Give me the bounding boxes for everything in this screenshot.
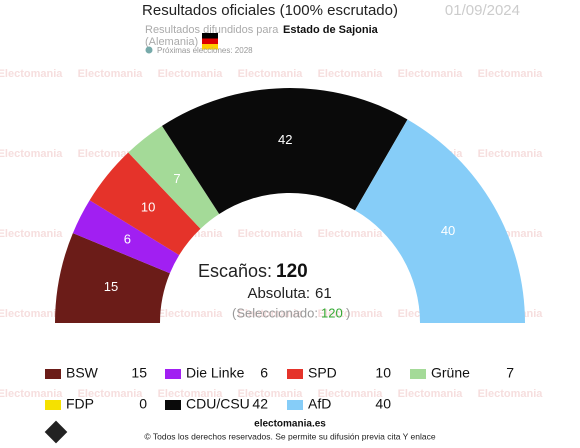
watermark: Electomania bbox=[238, 228, 304, 240]
watermark: Electomania bbox=[0, 68, 63, 80]
majority-label: Absoluta: bbox=[247, 285, 310, 302]
legend-icon bbox=[287, 369, 303, 379]
watermark: Electomania bbox=[238, 388, 304, 400]
selected: 120 bbox=[321, 305, 343, 320]
legend-value: 40 bbox=[375, 396, 391, 412]
seat-label: 15 bbox=[104, 279, 118, 294]
watermark: Electomania bbox=[158, 388, 224, 400]
watermark: Electomania bbox=[478, 148, 544, 160]
legend-icon bbox=[45, 369, 61, 379]
seat-segment bbox=[72, 200, 180, 274]
country: (Alemania) bbox=[145, 36, 198, 48]
legend-icon bbox=[287, 400, 303, 410]
legend-value: 7 bbox=[506, 365, 514, 381]
watermark: Electomania bbox=[78, 68, 144, 80]
watermark: Electomania bbox=[318, 68, 384, 80]
legend-name: SPD bbox=[308, 365, 337, 381]
legend-name: BSW bbox=[66, 365, 99, 381]
watermark: Electomania bbox=[318, 228, 384, 240]
seat-label: 42 bbox=[278, 132, 292, 147]
seat-segment bbox=[355, 119, 525, 323]
watermark: Electomania bbox=[0, 228, 63, 240]
legend-icon bbox=[165, 400, 181, 410]
flag bbox=[202, 33, 218, 50]
seat-label: 7 bbox=[173, 171, 180, 186]
next-election: Próximas elecciones: 2028 bbox=[157, 46, 253, 55]
legend-value: 10 bbox=[375, 365, 391, 381]
site: electomania.es bbox=[254, 419, 326, 430]
watermark: Electomania bbox=[78, 388, 144, 400]
legend-value: 0 bbox=[139, 396, 147, 412]
selected-close: ) bbox=[346, 305, 350, 320]
seat-label: 6 bbox=[124, 232, 131, 247]
watermark: Electomania bbox=[158, 308, 224, 320]
legend: BSW 15 Die Linke 6 SPD 10 Grüne 7 FDP 0 CDU/CSU 42 A… bbox=[45, 365, 514, 412]
watermark: Electomania bbox=[0, 308, 63, 320]
legend-icon bbox=[410, 369, 426, 379]
legend-name: Die Linke bbox=[186, 365, 245, 381]
legend-name: AfD bbox=[308, 396, 331, 412]
watermark: Electomania bbox=[478, 388, 544, 400]
arc: 15 6 10 7 42 40 bbox=[55, 87, 525, 323]
watermark: Electomania bbox=[478, 68, 544, 80]
watermark: Electomania bbox=[318, 308, 384, 320]
legend-icon bbox=[45, 400, 61, 410]
watermark: Electomania bbox=[0, 148, 63, 160]
watermark: Electomania bbox=[158, 68, 224, 80]
watermark: Electomania bbox=[0, 388, 63, 400]
legend-value: 42 bbox=[252, 396, 268, 412]
legend-name: FDP bbox=[66, 396, 94, 412]
date: 01/09/2024 bbox=[445, 2, 520, 19]
seats-label: Escaños: bbox=[198, 261, 272, 281]
seat-segment bbox=[162, 87, 408, 214]
seats-total: 120 bbox=[276, 261, 308, 282]
seat-segment bbox=[55, 233, 170, 323]
majority: 61 bbox=[315, 285, 332, 302]
seat-label: 40 bbox=[441, 223, 455, 238]
legend-icon bbox=[165, 369, 181, 379]
icon bbox=[145, 46, 153, 54]
watermark: Electomania bbox=[398, 68, 464, 80]
legend-value: 15 bbox=[131, 365, 147, 381]
seat-segment bbox=[89, 152, 201, 256]
source-label: Resultados difundidos para bbox=[145, 24, 279, 36]
chart-title: Resultados oficiales (100% escrutado) bbox=[142, 2, 398, 19]
legend-name: Grüne bbox=[431, 365, 470, 381]
region: Estado de Sajonia bbox=[283, 24, 379, 36]
legend-name: CDU/CSU bbox=[186, 396, 250, 412]
watermark: Electomania bbox=[238, 308, 304, 320]
selected-label: (Seleccionado: bbox=[232, 305, 318, 320]
watermark: Electomania bbox=[238, 68, 304, 80]
watermark: Electomania bbox=[398, 388, 464, 400]
legend-value: 6 bbox=[260, 365, 268, 381]
seat-segment bbox=[128, 125, 220, 229]
logo bbox=[44, 420, 68, 444]
copyright: © Todos los derechos reservados. Se perm… bbox=[144, 431, 435, 441]
seat-label: 10 bbox=[141, 200, 155, 215]
watermark: Electomania bbox=[318, 388, 384, 400]
